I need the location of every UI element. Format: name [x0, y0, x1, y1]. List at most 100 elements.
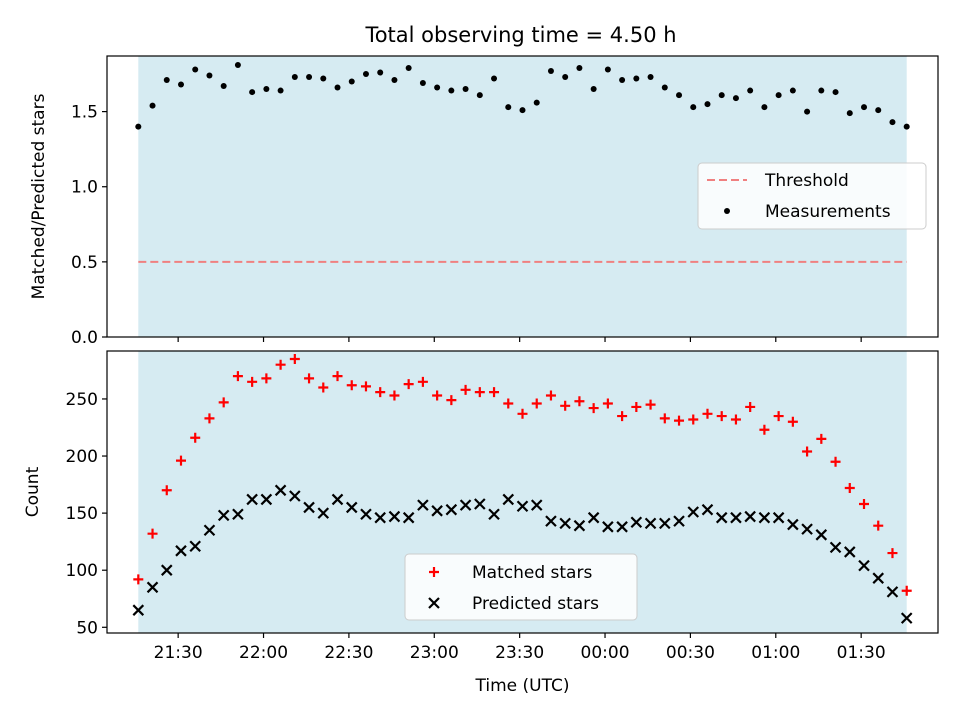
data-point — [204, 413, 215, 424]
series-predicted-stars — [132, 484, 913, 624]
data-point — [246, 493, 258, 506]
legend-box — [404, 553, 638, 621]
data-point — [688, 414, 699, 425]
data-point — [858, 559, 870, 572]
data-point — [133, 574, 144, 585]
data-point — [517, 408, 528, 419]
data-point — [843, 546, 856, 558]
data-point — [900, 612, 913, 624]
data-point — [846, 110, 853, 117]
data-point — [403, 379, 414, 390]
y-tick-label: 200 — [66, 447, 98, 467]
data-point — [730, 414, 741, 425]
data-point — [362, 71, 369, 78]
data-point — [730, 511, 742, 524]
data-point — [277, 87, 284, 94]
data-point — [661, 84, 668, 91]
data-point — [175, 455, 186, 466]
data-point — [348, 78, 355, 85]
axes-frame — [106, 55, 939, 338]
data-point — [602, 398, 613, 409]
data-point — [604, 66, 611, 73]
x-tick-label: 00:00 — [581, 643, 630, 663]
data-point — [503, 398, 514, 409]
data-point — [759, 424, 770, 435]
data-point — [576, 65, 583, 72]
data-point — [135, 123, 142, 130]
data-point — [872, 572, 885, 584]
data-point — [417, 499, 429, 511]
data-point — [747, 87, 754, 94]
data-point — [873, 520, 884, 531]
x-tick-label: 21:30 — [154, 643, 203, 663]
data-point — [331, 493, 344, 506]
data-point — [787, 416, 798, 427]
x-tick-label: 22:00 — [239, 643, 288, 663]
data-point — [489, 387, 500, 398]
data-point — [732, 95, 739, 102]
data-point — [829, 541, 842, 554]
data-point — [801, 523, 813, 535]
data-point — [787, 518, 799, 531]
data-point — [832, 89, 839, 96]
data-point — [519, 107, 526, 114]
data-point — [232, 371, 243, 382]
data-point — [772, 511, 785, 524]
data-point — [647, 74, 654, 81]
data-point — [758, 511, 771, 524]
data-point — [616, 521, 628, 533]
data-point — [260, 493, 273, 506]
data-point — [163, 77, 170, 84]
data-point — [887, 548, 898, 559]
data-point — [388, 510, 401, 523]
data-point — [263, 86, 270, 93]
data-point — [530, 499, 543, 511]
bottom-panel: 50 100 150 200 250 21:30 22:00 22:30 23:00 23:30 0… — [23, 350, 939, 696]
data-point — [146, 581, 159, 594]
x-tick-label: 00:30 — [666, 643, 715, 663]
data-point — [704, 101, 711, 108]
data-point — [249, 89, 256, 96]
y-axis-label: Matched/Predicted stars — [29, 93, 49, 299]
data-point — [218, 397, 229, 408]
data-point — [659, 517, 671, 530]
data-point — [491, 75, 498, 82]
data-point — [645, 399, 656, 410]
data-point — [588, 403, 599, 414]
data-point — [391, 77, 398, 84]
data-point — [275, 359, 286, 370]
legend-measurements-label: Measurements — [765, 202, 891, 222]
legend-predicted-label: Predicted stars — [472, 594, 599, 614]
legend-matched-swatch — [429, 567, 439, 577]
data-point — [446, 395, 457, 406]
data-point — [718, 92, 725, 99]
legend-measurements-swatch — [724, 208, 730, 214]
data-point — [317, 507, 330, 519]
data-point — [232, 508, 244, 521]
data-point — [659, 413, 670, 424]
data-point — [804, 108, 811, 115]
data-point — [459, 499, 472, 511]
data-point — [147, 528, 158, 539]
data-point — [434, 84, 441, 91]
data-point — [375, 387, 386, 398]
x-axis-label: Time (UTC) — [475, 676, 570, 696]
data-point — [590, 86, 597, 93]
data-point — [502, 493, 515, 506]
data-point — [206, 72, 213, 79]
data-point — [377, 69, 384, 76]
figure-title: Total observing time = 4.50 h — [364, 23, 676, 47]
data-point — [160, 564, 173, 576]
data-point — [289, 490, 301, 502]
axes-frame — [106, 350, 939, 634]
data-point — [334, 84, 341, 91]
top-panel: 0.0 0.5 1.0 1.5 Matched/Predicted stars Thres… — [29, 55, 939, 348]
legend: Matched stars Predicted stars — [404, 553, 638, 621]
y-tick-label: 1.0 — [71, 178, 98, 198]
data-point — [562, 74, 569, 81]
data-point — [374, 511, 386, 524]
data-point — [318, 382, 329, 393]
data-point — [332, 371, 343, 382]
data-point — [630, 516, 643, 529]
